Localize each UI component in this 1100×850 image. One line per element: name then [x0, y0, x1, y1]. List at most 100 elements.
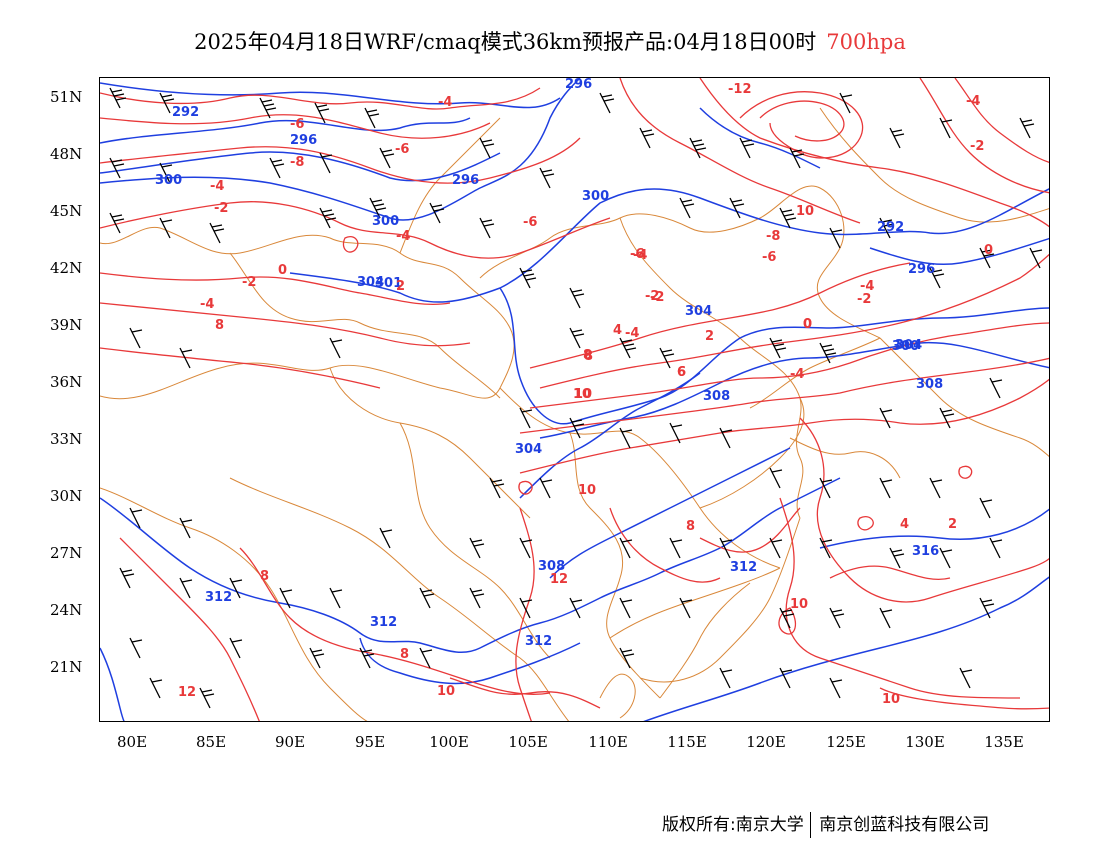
- temperature-label: -6: [630, 247, 644, 262]
- temperature-label: 4: [900, 517, 909, 532]
- title-main: 2025年04月18日WRF/cmaq模式36km预报产品:04月18日00时: [194, 30, 817, 54]
- temperature-label: -4: [790, 367, 804, 382]
- lat-label: 51N: [50, 88, 83, 106]
- map-canvas: 296 292 296 300 296 300 300 304 308 304 …: [100, 78, 1049, 721]
- temperature-label: 10: [574, 387, 592, 402]
- temperature-label: 0: [984, 243, 993, 258]
- lat-label: 27N: [50, 544, 83, 562]
- lon-label: 105E: [508, 733, 548, 751]
- height-label: 304: [357, 275, 384, 290]
- temperature-label: 0: [278, 263, 287, 278]
- height-label: 316: [912, 544, 939, 559]
- temperature-label: -2: [650, 290, 664, 305]
- temperature-label: 0: [803, 317, 812, 332]
- temperature-label: -6: [762, 250, 776, 265]
- temperature-label: 8: [686, 519, 695, 534]
- temperature-label: 12: [550, 572, 568, 587]
- temperature-label: -4: [210, 179, 224, 194]
- temperature-label: 2: [948, 517, 957, 532]
- temperature-label: -6: [395, 142, 409, 157]
- temperature-label: -6: [523, 215, 537, 230]
- height-labels: 296 292 296 300 296 300 300 304 308 304 …: [155, 78, 943, 649]
- copyright-divider: [809, 812, 812, 838]
- height-label: 301: [375, 276, 402, 291]
- height-contours: [100, 78, 1049, 721]
- temperature-label: 6: [677, 365, 686, 380]
- temperature-label: -4: [966, 94, 980, 109]
- temperature-label: 8: [260, 569, 269, 584]
- temperature-label: 2: [396, 279, 405, 294]
- temperature-label: 8: [584, 349, 593, 364]
- lon-label: 120E: [746, 733, 786, 751]
- wind-barbs: [109, 87, 1043, 709]
- temperature-label: -2: [970, 139, 984, 154]
- lat-label: 21N: [50, 658, 83, 676]
- lon-label: 115E: [667, 733, 707, 751]
- temperature-label: -12: [728, 82, 752, 97]
- height-label: 296: [452, 173, 479, 188]
- lat-label: 36N: [50, 373, 83, 391]
- height-label: 312: [525, 634, 552, 649]
- temperature-label: 6: [677, 365, 686, 380]
- boundary-lines: [100, 107, 1049, 721]
- temperature-label: -2: [242, 275, 256, 290]
- lon-label: 135E: [984, 733, 1024, 751]
- lon-label: 110E: [588, 733, 628, 751]
- height-label: 292: [172, 105, 199, 120]
- height-label: 300: [372, 214, 399, 229]
- temperature-label: 8: [583, 348, 592, 363]
- height-label: 292: [877, 220, 904, 235]
- lat-label: 24N: [50, 601, 83, 619]
- height-label: 304: [515, 442, 542, 457]
- lat-label: 42N: [50, 259, 83, 277]
- temperature-label: 4: [613, 323, 622, 338]
- temperature-label: -2: [214, 201, 228, 216]
- temperature-labels: -4 -6 -6 -8 -4 -6 -2 -4 -2 -6 -4 0 -2 -4…: [178, 82, 993, 707]
- copyright: 版权所有:南京大学 南京创蓝科技有限公司: [662, 810, 989, 838]
- temperature-label: -4: [396, 229, 410, 244]
- temperature-label: -2: [645, 289, 659, 304]
- copyright-company: 南京创蓝科技有限公司: [819, 815, 990, 835]
- height-label: 308: [538, 559, 565, 574]
- weather-map: 296 292 296 300 296 300 300 304 308 304 …: [99, 77, 1050, 722]
- title-level: 700hpa: [826, 30, 906, 54]
- temperature-label: 10: [882, 692, 900, 707]
- temperature-label: -2: [857, 292, 871, 307]
- height-label: 300: [892, 339, 919, 354]
- temperature-label: 10: [796, 204, 814, 219]
- height-label: 296: [290, 133, 317, 148]
- temperature-label: -6: [290, 117, 304, 132]
- lon-label: 95E: [354, 733, 386, 751]
- lon-label: 90E: [274, 733, 306, 751]
- lat-label: 48N: [50, 145, 83, 163]
- lon-label: 125E: [826, 733, 866, 751]
- temperature-label: -4: [625, 326, 639, 341]
- temperature-label: 2: [705, 329, 714, 344]
- height-label: 308: [916, 377, 943, 392]
- temperature-label: -8: [290, 155, 304, 170]
- temperature-label: 0: [803, 317, 812, 332]
- temperature-label: -4: [438, 95, 452, 110]
- height-label: 312: [370, 615, 397, 630]
- temperature-label: 10: [573, 387, 591, 402]
- height-label: 308: [703, 389, 730, 404]
- temperature-label: 8: [400, 647, 409, 662]
- height-label: 312: [205, 590, 232, 605]
- lat-label: 45N: [50, 202, 83, 220]
- temperature-contours: [100, 78, 1049, 721]
- chart-title: 2025年04月18日WRF/cmaq模式36km预报产品:04月18日00时 7…: [0, 26, 1100, 56]
- height-label: 300: [155, 173, 182, 188]
- height-label: 312: [730, 560, 757, 575]
- temperature-label: 8: [215, 318, 224, 333]
- temperature-label: -4: [200, 297, 214, 312]
- temperature-label: -4: [633, 248, 647, 263]
- height-label: 304: [895, 338, 922, 353]
- height-label: 304: [685, 304, 712, 319]
- temperature-label: -4: [860, 279, 874, 294]
- lon-label: 130E: [905, 733, 945, 751]
- copyright-owner: 版权所有:南京大学: [662, 815, 804, 835]
- temperature-label: 10: [578, 483, 596, 498]
- temperature-label: 10: [437, 684, 455, 699]
- lat-label: 33N: [50, 430, 83, 448]
- temperature-label: 10: [790, 597, 808, 612]
